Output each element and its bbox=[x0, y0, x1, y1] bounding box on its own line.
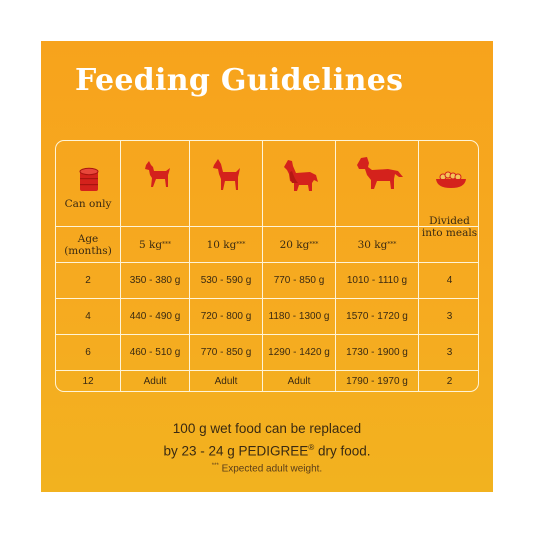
feeding-table: Can only Divided into meals Age (months)… bbox=[55, 140, 479, 392]
footnote-marker: *** bbox=[211, 463, 219, 469]
age-cell: 12 bbox=[82, 375, 94, 387]
replacement-note-line1: 100 g wet food can be replaced bbox=[172, 421, 362, 436]
grid-line bbox=[120, 141, 121, 391]
divided-into-meals-label: Divided into meals bbox=[421, 215, 478, 239]
weight-header-label: 30 kg bbox=[357, 238, 388, 251]
age-cell: 2 bbox=[85, 275, 91, 286]
meals-cell: 2 bbox=[446, 375, 453, 387]
amount-cell: 440 - 490 g bbox=[129, 311, 181, 322]
grid-line bbox=[56, 370, 478, 371]
collie-dog-icon bbox=[284, 160, 318, 191]
grid-line bbox=[56, 226, 478, 227]
food-bowl-icon bbox=[436, 171, 466, 188]
amount-cell: 1180 - 1300 g bbox=[268, 311, 330, 322]
large-dog-icon bbox=[357, 157, 403, 189]
amount-cell: 460 - 510 g bbox=[129, 347, 181, 358]
meals-cell: 4 bbox=[446, 275, 453, 286]
weight-header-20kg: 20 kg *** bbox=[263, 227, 335, 262]
can-icon bbox=[79, 167, 99, 191]
page-title: Feeding Guidelines bbox=[75, 63, 404, 98]
grid-line bbox=[56, 262, 478, 263]
amount-cell: 530 - 590 g bbox=[200, 275, 252, 286]
replacement-note: 100 g wet food can be replaced by 23 - 2… bbox=[41, 419, 493, 461]
amount-cell: 1730 - 1900 g bbox=[346, 347, 408, 358]
grid-line bbox=[418, 141, 419, 391]
replacement-note-line2: by 23 - 24 g PEDIGREE® dry food. bbox=[41, 438, 493, 461]
can-only-label: Can only bbox=[64, 198, 112, 210]
grid-line bbox=[56, 298, 478, 299]
amount-cell: 770 - 850 g bbox=[200, 347, 252, 358]
medium-dog-icon bbox=[213, 159, 240, 190]
amount-cell: 1570 - 1720 g bbox=[346, 311, 408, 322]
weight-header-30kg: 30 kg *** bbox=[336, 227, 418, 262]
amount-cell: 1290 - 1420 g bbox=[268, 347, 330, 358]
registered-mark: ® bbox=[308, 443, 315, 452]
weight-header-10kg: 10 kg *** bbox=[190, 227, 262, 262]
amount-cell: 770 - 850 g bbox=[273, 275, 325, 286]
weight-marker: *** bbox=[387, 240, 397, 248]
weight-header-label: 20 kg bbox=[279, 238, 310, 251]
footnote-text: Expected adult weight. bbox=[218, 463, 323, 475]
amount-cell: Adult bbox=[214, 375, 238, 387]
weight-header-label: 10 kg bbox=[206, 238, 237, 251]
weight-header-label: 5 kg bbox=[138, 238, 163, 251]
meals-cell: 3 bbox=[446, 347, 453, 358]
weight-marker: *** bbox=[309, 240, 319, 248]
grid-line bbox=[262, 141, 263, 391]
grid-line bbox=[189, 141, 190, 391]
note-suffix: dry food. bbox=[314, 443, 371, 459]
meals-cell: 3 bbox=[446, 311, 453, 322]
weight-header-5kg: 5 kg *** bbox=[121, 227, 189, 262]
note-prefix: by 23 - 24 g PEDIGREE bbox=[163, 443, 309, 459]
weight-marker: *** bbox=[162, 240, 172, 248]
expected-weight-note: *** Expected adult weight. bbox=[41, 463, 493, 474]
feeding-guidelines-panel: Feeding Guidelines Can only bbox=[41, 41, 493, 492]
amount-cell: Adult bbox=[287, 375, 311, 387]
amount-cell: 1790 - 1970 g bbox=[346, 375, 408, 387]
amount-cell: 1010 - 1110 g bbox=[346, 275, 408, 286]
amount-cell: Adult bbox=[143, 375, 167, 387]
weight-marker: *** bbox=[236, 240, 246, 248]
amount-cell: 720 - 800 g bbox=[200, 311, 252, 322]
age-months-label: Age (months) bbox=[64, 232, 112, 257]
age-cell: 4 bbox=[85, 311, 91, 322]
amount-cell: 350 - 380 g bbox=[129, 275, 181, 286]
age-cell: 6 bbox=[85, 347, 91, 358]
grid-line bbox=[335, 141, 336, 391]
grid-line bbox=[56, 334, 478, 335]
small-dog-icon bbox=[145, 161, 170, 187]
